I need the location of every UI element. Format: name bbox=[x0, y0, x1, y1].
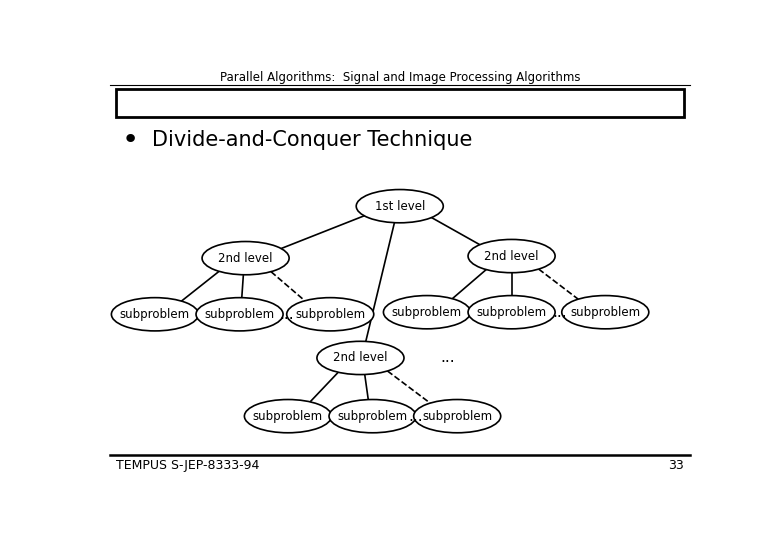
Text: TEMPUS S-JEP-8333-94: TEMPUS S-JEP-8333-94 bbox=[115, 459, 259, 472]
Text: ...: ... bbox=[441, 350, 456, 366]
Ellipse shape bbox=[112, 298, 198, 331]
Text: subproblem: subproblem bbox=[204, 308, 275, 321]
Ellipse shape bbox=[356, 190, 443, 223]
Text: Parallel Algorithms:  Signal and Image Processing Algorithms: Parallel Algorithms: Signal and Image Pr… bbox=[219, 71, 580, 84]
Text: 33: 33 bbox=[668, 459, 684, 472]
Ellipse shape bbox=[317, 341, 404, 375]
Text: 5 Advanced Algorithms and Applications: 5 Advanced Algorithms and Applications bbox=[134, 91, 640, 114]
Ellipse shape bbox=[196, 298, 283, 331]
Text: subproblem: subproblem bbox=[338, 410, 408, 423]
Ellipse shape bbox=[468, 239, 555, 273]
Text: subproblem: subproblem bbox=[477, 306, 547, 319]
Text: 1st level: 1st level bbox=[374, 200, 425, 213]
Ellipse shape bbox=[287, 298, 374, 331]
Ellipse shape bbox=[244, 400, 332, 433]
Text: ...: ... bbox=[279, 307, 294, 322]
Text: 2nd level: 2nd level bbox=[484, 249, 539, 262]
Text: ...: ... bbox=[552, 305, 567, 320]
Text: Divide-and-Conquer Technique: Divide-and-Conquer Technique bbox=[152, 131, 472, 151]
Text: subproblem: subproblem bbox=[120, 308, 190, 321]
FancyBboxPatch shape bbox=[115, 89, 684, 117]
Ellipse shape bbox=[562, 295, 649, 329]
Ellipse shape bbox=[468, 295, 555, 329]
Ellipse shape bbox=[329, 400, 416, 433]
Text: subproblem: subproblem bbox=[570, 306, 640, 319]
Text: subproblem: subproblem bbox=[392, 306, 462, 319]
Text: 2nd level: 2nd level bbox=[218, 252, 273, 265]
Ellipse shape bbox=[413, 400, 501, 433]
Text: 2nd level: 2nd level bbox=[333, 352, 388, 365]
Text: subproblem: subproblem bbox=[422, 410, 492, 423]
Text: subproblem: subproblem bbox=[253, 410, 323, 423]
Ellipse shape bbox=[202, 241, 289, 275]
Text: ...: ... bbox=[409, 409, 424, 424]
Text: •: • bbox=[122, 126, 139, 154]
Ellipse shape bbox=[384, 295, 470, 329]
Text: subproblem: subproblem bbox=[295, 308, 365, 321]
